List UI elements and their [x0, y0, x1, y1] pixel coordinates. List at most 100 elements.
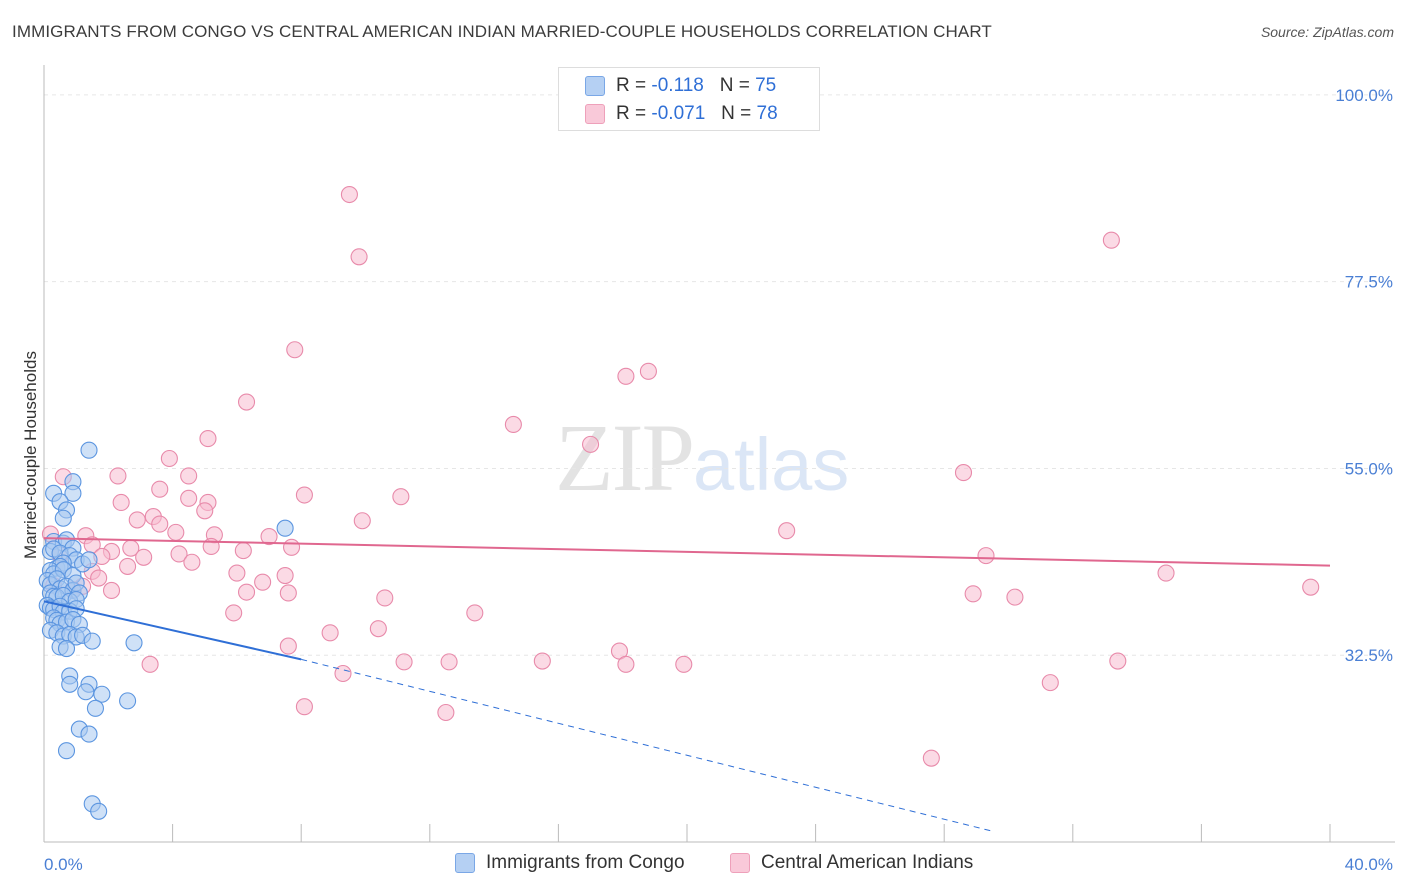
central-american-point [170, 545, 188, 563]
central-american-point [109, 467, 127, 485]
central-american-point [340, 185, 358, 204]
central-american-point [234, 542, 252, 560]
legend-text-congo: R = -0.118 N = 75 [616, 75, 776, 97]
pink-trend-line [43, 537, 1331, 567]
central-american-point [1041, 674, 1059, 692]
central-american-point [1302, 578, 1320, 596]
central-american-point [675, 655, 693, 673]
central-american-point [353, 512, 371, 530]
central-american-point [392, 488, 410, 506]
congo-point [54, 509, 72, 527]
congo-point [57, 640, 76, 658]
congo-point [125, 634, 143, 652]
congo-point [90, 802, 108, 820]
central-american-point [1109, 652, 1127, 670]
central-american-point [286, 341, 304, 359]
x-tick-label: 40.0% [1345, 855, 1393, 874]
central-american-point [254, 573, 272, 591]
congo-point [77, 683, 95, 701]
correlation-legend: R = -0.118 N = 75 R = -0.071 N = 78 [558, 67, 820, 131]
central-american-point [350, 248, 368, 266]
central-american-point [581, 435, 600, 453]
central-american-point [466, 604, 484, 622]
y-tick-label: 77.5% [1345, 273, 1393, 292]
legend-n-label: N = [721, 103, 752, 124]
chart-source: Source: ZipAtlas.com [1260, 24, 1394, 40]
congo-point [61, 675, 79, 693]
central-american-point [237, 393, 256, 411]
central-american-point [228, 564, 246, 582]
congo-point [64, 484, 82, 502]
congo-points [38, 441, 294, 820]
bottom-legend-swatch-blue [455, 853, 475, 873]
watermark-zip: ZIP [555, 404, 695, 511]
central-american-point [334, 664, 352, 683]
central-american-point [183, 553, 201, 571]
central-american-point [321, 624, 339, 642]
central-american-point [964, 585, 982, 603]
central-american-point [504, 415, 522, 434]
legend-swatch-blue [585, 76, 605, 96]
congo-point [276, 519, 294, 537]
central-american-point [260, 527, 278, 546]
central-american-point [180, 467, 198, 485]
gridlines [44, 94, 1395, 656]
blue-trend-line [43, 600, 302, 661]
central-american-point [196, 502, 214, 520]
congo-point [93, 685, 111, 703]
congo-point [80, 725, 98, 743]
central-american-point [437, 703, 455, 722]
central-american-point [180, 489, 198, 507]
central-american-point [1006, 588, 1024, 606]
tick-labels: 100.0% 77.5% 55.0% 32.5% 0.0% 40.0% [44, 86, 1393, 874]
central-american-point [1102, 231, 1120, 249]
central-american-point [283, 538, 301, 556]
central-american-point [102, 581, 121, 600]
legend-r-label: R = [616, 75, 647, 96]
legend-r-value: -0.118 [651, 75, 704, 96]
trend-lines [43, 537, 1331, 832]
central-american-point [237, 583, 256, 601]
bottom-legend-swatch-pink [730, 853, 750, 873]
legend-n-value: 78 [756, 103, 778, 124]
central-american-point [151, 515, 169, 533]
legend-r-value: -0.071 [651, 103, 706, 124]
chart-title: IMMIGRANTS FROM CONGO VS CENTRAL AMERICA… [12, 22, 992, 41]
central-american-point [954, 464, 973, 482]
central-american-point [977, 547, 995, 565]
legend-n-value: 75 [755, 75, 777, 96]
central-american-point [533, 652, 551, 670]
legend-text-central-american: R = -0.071 N = 78 [616, 103, 778, 125]
central-american-point [369, 620, 387, 638]
watermark-atlas: atlas [693, 423, 850, 506]
central-american-point [112, 493, 130, 512]
central-american-point [295, 698, 313, 716]
central-american-point [279, 584, 297, 602]
congo-point [80, 551, 98, 569]
central-american-point [225, 604, 243, 622]
central-american-point [617, 367, 635, 385]
congo-point [119, 692, 137, 710]
bottom-legend-label-congo: Immigrants from Congo [486, 852, 685, 873]
x-tick-label: 0.0% [44, 855, 83, 874]
y-tick-label: 55.0% [1345, 459, 1393, 478]
central-american-point [151, 480, 169, 498]
axes [43, 65, 1395, 843]
central-american-point [90, 569, 108, 587]
y-tick-label: 32.5% [1345, 646, 1393, 665]
legend-r-label: R = [616, 103, 647, 124]
central-american-point [141, 655, 159, 673]
central-american-point [128, 511, 146, 529]
y-axis-title: Married-couple Households [21, 351, 40, 559]
central-american-point [376, 589, 394, 607]
blue-trend-extension [301, 658, 993, 832]
congo-point [57, 742, 76, 760]
watermark: ZIPatlas [555, 402, 849, 513]
central-american-point [279, 637, 297, 655]
central-american-point [167, 523, 185, 541]
congo-point [86, 699, 104, 717]
central-american-point [135, 548, 153, 566]
congo-point [83, 632, 101, 650]
legend-swatch-pink [585, 104, 605, 124]
